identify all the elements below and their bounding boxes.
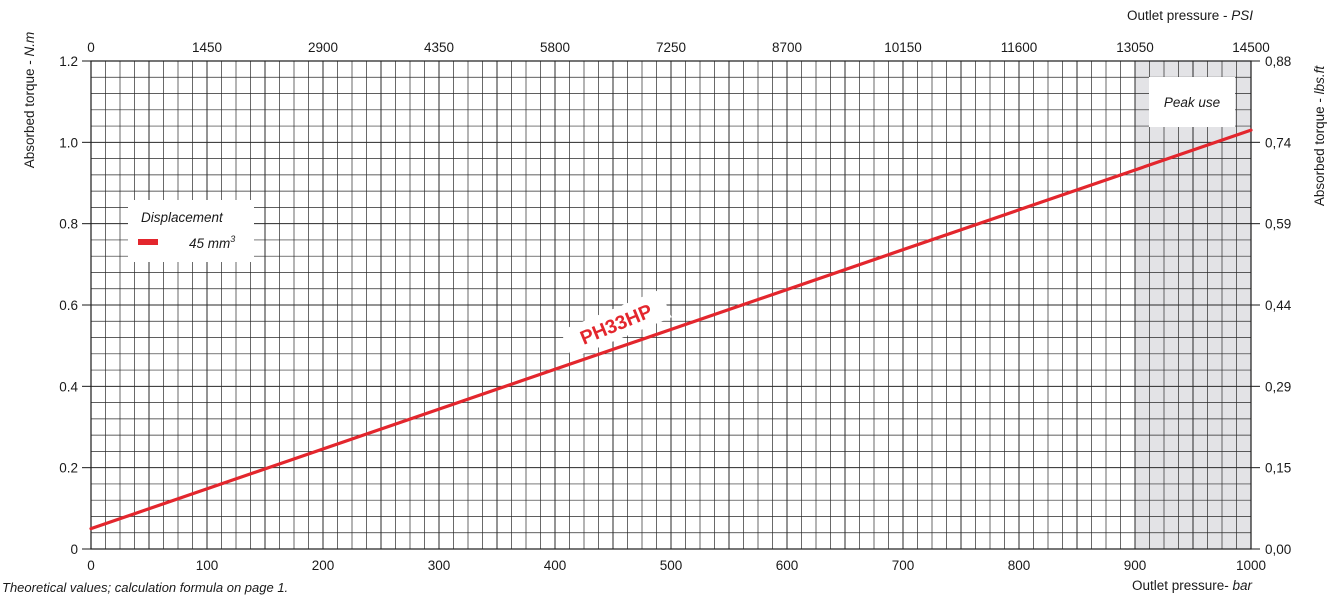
y-right-tick-label: 0,15 — [1265, 461, 1291, 476]
x-bottom-tick-label: 600 — [776, 558, 799, 573]
series-label-background — [560, 289, 672, 359]
x-bottom-tick-label: 100 — [196, 558, 219, 573]
x-top-tick-label: 0 — [87, 40, 95, 55]
grid — [91, 61, 1251, 549]
y-right-tick-label: 0,29 — [1265, 379, 1291, 394]
y-right-tick-label: 0,74 — [1265, 135, 1292, 150]
y-left-tick-label: 0.4 — [59, 379, 78, 394]
top-axis-title-text: Outlet pressure - — [1127, 8, 1231, 23]
x-top-tick-label: 8700 — [772, 40, 802, 55]
x-bottom-tick-label: 500 — [660, 558, 683, 573]
y-left-tick-label: 0.6 — [59, 298, 78, 313]
y-left-tick-label: 1.2 — [59, 54, 78, 69]
x-top-tick-label: 5800 — [540, 40, 570, 55]
x-top-tick-label: 2900 — [308, 40, 338, 55]
legend-swatch — [138, 239, 158, 245]
legend: Displacement 45 mm3 — [128, 200, 254, 262]
x-top-tick-label: 11600 — [1001, 40, 1038, 55]
left-axis-title: Absorbed torque - N.m — [22, 32, 37, 169]
x-bottom-tick-label: 0 — [87, 558, 95, 573]
tick-labels: 0 100 200 300 400 500 600 700 800 900 1000 0 1450 290… — [59, 40, 1292, 573]
x-top-tick-label: 4350 — [424, 40, 454, 55]
peak-use-label-background — [1149, 77, 1235, 127]
x-top-tick-label: 1450 — [192, 40, 222, 55]
y-right-tick-label: 0,59 — [1265, 217, 1291, 232]
left-axis-title-unit: N.m — [22, 32, 37, 57]
top-axis-title-unit: PSI — [1231, 8, 1253, 23]
x-bottom-tick-label: 400 — [544, 558, 567, 573]
right-axis-title-unit: lbs.ft — [1312, 65, 1327, 95]
y-right-tick-label: 0,44 — [1265, 298, 1292, 313]
legend-background — [128, 200, 254, 262]
legend-entry-value: 45 mm — [189, 236, 230, 251]
right-axis-title: Absorbed torque - lbs.ft — [1312, 65, 1327, 207]
bottom-axis-title-unit: bar — [1232, 578, 1252, 593]
peak-use-label: Peak use — [1149, 77, 1235, 127]
bottom-axis-title-text: Outlet pressure- — [1132, 578, 1233, 593]
legend-title: Displacement — [141, 210, 224, 225]
legend-entry: 45 mm3 — [189, 234, 235, 251]
x-bottom-tick-label: 200 — [312, 558, 335, 573]
top-axis-title: Outlet pressure - PSI — [1127, 8, 1253, 23]
x-top-tick-label: 13050 — [1116, 40, 1154, 55]
footnote: Theoretical values; calculation formula … — [2, 580, 288, 595]
x-bottom-tick-label: 300 — [428, 558, 451, 573]
bottom-axis-title: Outlet pressure- bar — [1132, 578, 1253, 593]
y-left-tick-label: 0.2 — [59, 461, 78, 476]
x-bottom-tick-label: 1000 — [1236, 558, 1266, 573]
series-line-ph33hp — [89, 128, 1253, 531]
y-left-tick-label: 0.8 — [59, 217, 78, 232]
x-bottom-tick-label: 800 — [1008, 558, 1031, 573]
y-right-tick-label: 0,88 — [1265, 54, 1291, 69]
right-axis-title-text: Absorbed torque - — [1312, 94, 1327, 206]
y-left-tick-label: 1.0 — [59, 135, 78, 150]
peak-use-label-text: Peak use — [1164, 95, 1220, 110]
x-top-tick-label: 10150 — [884, 40, 922, 55]
y-right-tick-label: 0,00 — [1265, 542, 1291, 557]
y-left-tick-label: 0 — [70, 542, 78, 557]
x-top-tick-label: 14500 — [1232, 40, 1270, 55]
left-axis-title-text: Absorbed torque - — [22, 56, 37, 168]
legend-entry-superscript: 3 — [230, 234, 235, 244]
x-top-tick-label: 7250 — [656, 40, 686, 55]
x-bottom-tick-label: 900 — [1124, 558, 1147, 573]
x-bottom-tick-label: 700 — [892, 558, 915, 573]
